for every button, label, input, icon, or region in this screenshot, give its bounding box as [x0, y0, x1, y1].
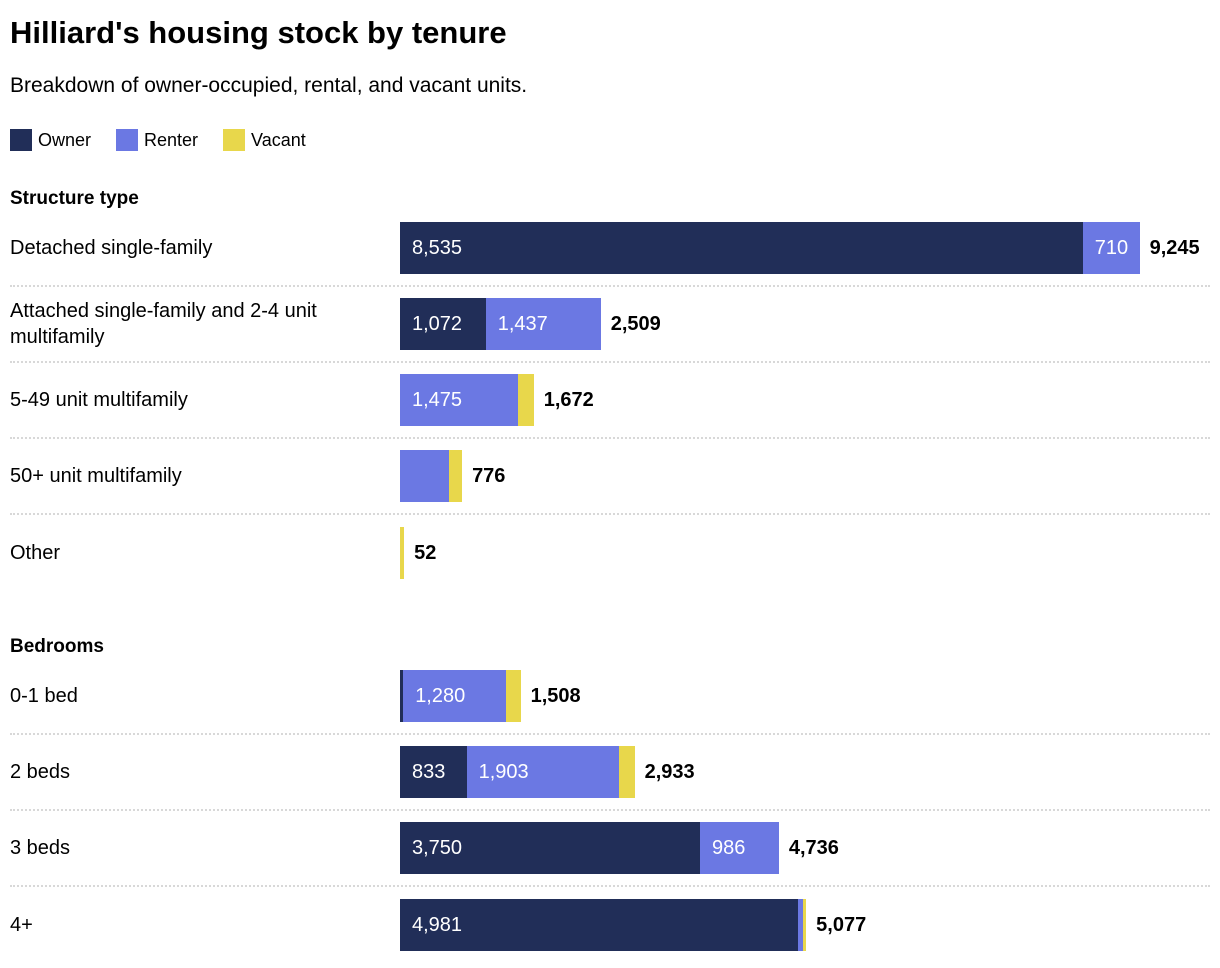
total-label: 52 [414, 541, 437, 564]
bar-segment-vacant [518, 374, 534, 427]
total-label: 776 [472, 464, 506, 487]
chart-subtitle: Breakdown of owner-occupied, rental, and… [10, 74, 528, 98]
stacked-bar [400, 450, 463, 503]
total-label: 2,509 [610, 312, 661, 335]
legend-item-vacant: Vacant [223, 129, 306, 152]
total-label: 9,245 [1149, 236, 1200, 259]
bar-value-label: 8,535 [412, 236, 463, 259]
bar-segment-renter [400, 450, 449, 503]
bar-value-label: 986 [712, 836, 746, 859]
chart-row: Attached single-family and 2-4 unit mult… [10, 287, 1210, 364]
bar-segment-renter: 1,475 [400, 374, 518, 427]
stacked-bar [400, 527, 405, 580]
section-header: Bedrooms [10, 636, 104, 658]
bar-segment-renter: 710 [1082, 222, 1140, 275]
bar-segment-renter [798, 899, 804, 952]
row-label: 4+ [10, 914, 33, 937]
bar-value-label: 833 [412, 760, 446, 783]
row-label: 50+ unit multifamily [10, 465, 182, 488]
row-label: 3 beds [10, 837, 71, 860]
row-label: 0-1 bed [10, 685, 78, 708]
chart-row: 4+ 4,981 5,077 [10, 887, 1210, 963]
bar-value-label: 1,475 [412, 388, 463, 411]
stacked-bar: 833 1,903 [400, 746, 635, 799]
bar-segment-renter: 1,903 [466, 746, 619, 799]
chart-row: Other 52 [10, 515, 1210, 591]
bar-segment-renter: 1,280 [403, 670, 506, 723]
chart-row: 3 beds 3,750 986 4,736 [10, 811, 1210, 888]
total-label: 5,077 [816, 913, 867, 936]
chart-row: Detached single-family 8,535 710 9,245 [10, 211, 1210, 288]
bar-segment-owner [400, 670, 404, 723]
chart-title: Hilliard's housing stock by tenure [10, 15, 507, 50]
total-label: 2,933 [644, 760, 695, 783]
legend-item-owner: Owner [10, 129, 92, 152]
bar-value-label: 1,437 [497, 312, 548, 335]
bar-segment-owner: 3,750 [400, 822, 700, 875]
bar-segment-owner: 4,981 [400, 899, 799, 952]
stacked-bar: 3,750 986 [400, 822, 779, 875]
bar-value-label: 1,280 [415, 684, 466, 707]
row-label: 5-49 unit multifamily [10, 389, 188, 412]
chart-row: 0-1 bed 1,280 1,508 [10, 659, 1210, 736]
bar-segment-owner: 833 [400, 746, 467, 799]
legend-label-renter: Renter [144, 130, 199, 151]
chart-row: 50+ unit multifamily 776 [10, 439, 1210, 516]
legend-label-owner: Owner [38, 130, 92, 151]
bar-segment-vacant [505, 670, 521, 723]
total-label: 4,736 [788, 836, 839, 859]
chart-section: Bedrooms 0-1 bed 1,280 1,508 2 beds 833 1,903 2… [10, 635, 1210, 963]
legend-swatch-vacant [223, 129, 246, 152]
bar-value-label: 1,072 [412, 312, 463, 335]
chart-root: Structure type Detached single-family 8,53… [10, 187, 1210, 963]
total-label: 1,508 [530, 684, 581, 707]
row-label: 2 beds [10, 761, 71, 784]
bar-segment-renter: 986 [700, 822, 779, 875]
bar-value-label: 4,981 [412, 913, 463, 936]
legend: Owner Renter Vacant [10, 129, 1210, 152]
section-rows: Detached single-family 8,535 710 9,245 Attac… [10, 211, 1210, 591]
section-header: Structure type [10, 188, 139, 210]
stacked-bar: 1,280 [400, 670, 521, 723]
bar-segment-vacant [400, 527, 405, 580]
chart-row: 2 beds 833 1,903 2,933 [10, 735, 1210, 812]
stacked-bar: 1,475 [400, 374, 534, 427]
row-label: Attached single-family and 2-4 unit mult… [10, 300, 317, 349]
stacked-bar: 1,072 1,437 [400, 298, 601, 351]
stacked-bar: 4,981 [400, 899, 807, 952]
row-label: Other [10, 542, 61, 565]
bar-segment-vacant [618, 746, 635, 799]
bar-segment-owner: 1,072 [400, 298, 486, 351]
bar-value-label: 1,903 [478, 760, 529, 783]
row-label: Detached single-family [10, 237, 213, 260]
total-label: 1,672 [543, 388, 594, 411]
bar-segment-owner: 8,535 [400, 222, 1083, 275]
legend-swatch-renter [116, 129, 139, 152]
legend-label-vacant: Vacant [251, 130, 306, 151]
section-rows: 0-1 bed 1,280 1,508 2 beds 833 1,903 2,933 3 be… [10, 659, 1210, 963]
bar-segment-vacant [803, 899, 807, 952]
bar-value-label: 710 [1094, 236, 1129, 259]
legend-swatch-owner [10, 129, 32, 152]
legend-item-renter: Renter [116, 129, 199, 152]
bar-value-label: 3,750 [412, 836, 463, 859]
chart-row: 5-49 unit multifamily 1,475 1,672 [10, 363, 1210, 440]
bar-segment-vacant [448, 450, 463, 503]
chart-section: Structure type Detached single-family 8,53… [10, 187, 1210, 591]
stacked-bar: 8,535 710 [400, 222, 1140, 275]
bar-segment-renter: 1,437 [485, 298, 601, 351]
